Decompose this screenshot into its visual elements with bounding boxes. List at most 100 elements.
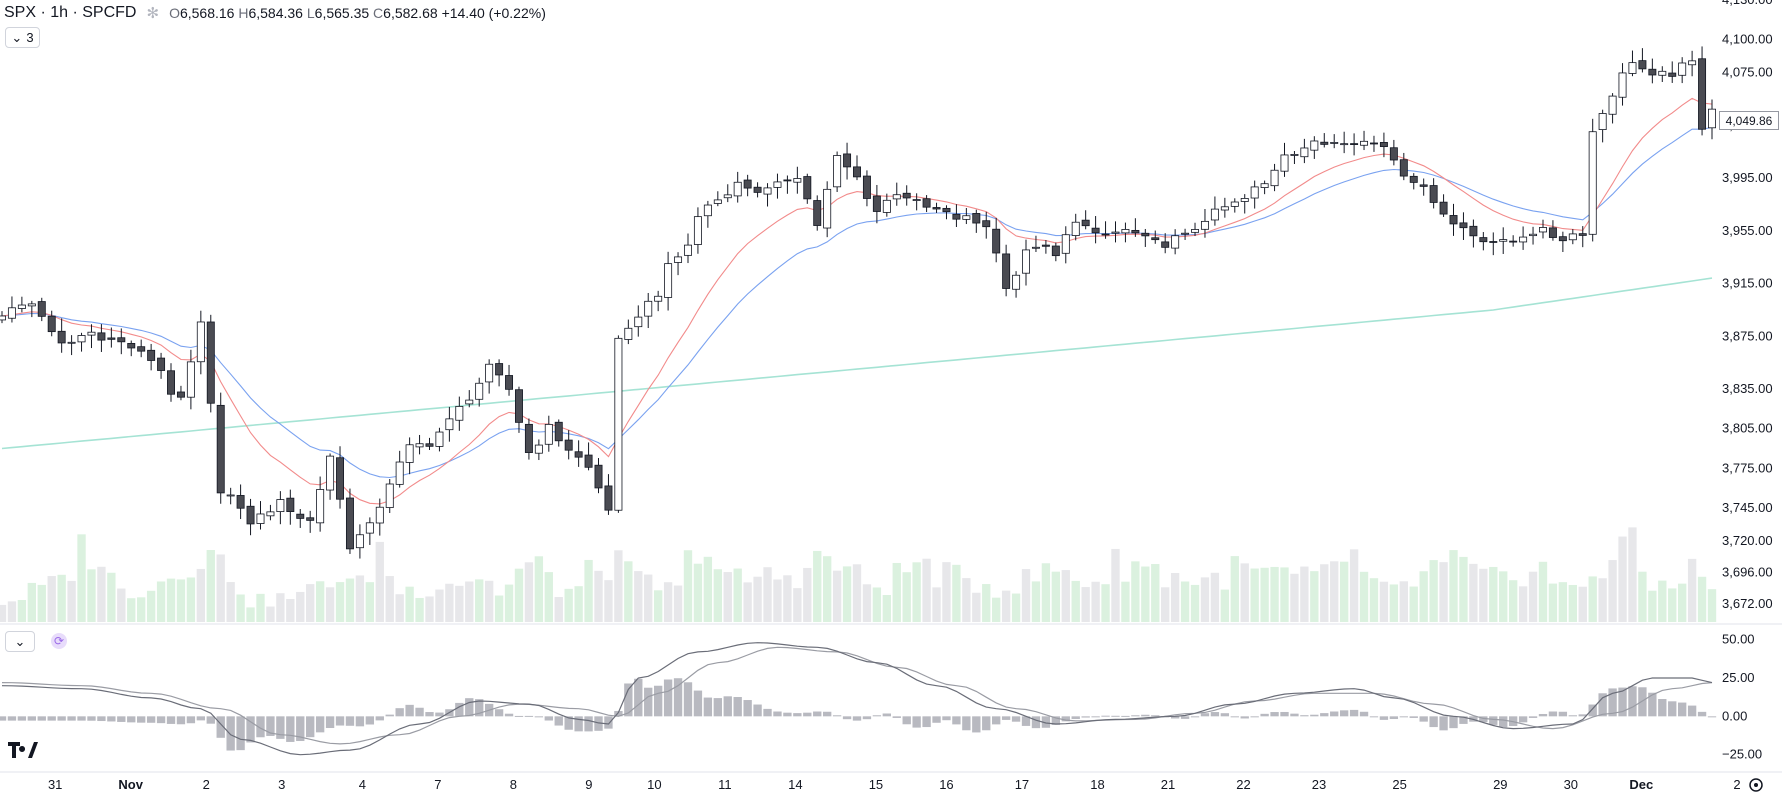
volume-bar — [494, 595, 504, 622]
volume-bar — [653, 590, 663, 622]
candle-body — [1181, 232, 1190, 235]
time-axis-label: 17 — [1015, 777, 1029, 792]
macd-histogram-bar — [733, 697, 742, 717]
candle-body — [693, 216, 702, 245]
volume-bar — [813, 550, 822, 622]
volume-bar — [1339, 561, 1349, 622]
candle-body — [534, 444, 543, 454]
candle-body — [753, 186, 762, 193]
macd-histogram-bar — [1648, 692, 1657, 717]
indicators-toggle-button[interactable]: ⌄ 3 — [5, 27, 40, 48]
macd-histogram-bar — [1001, 716, 1011, 720]
candle-body — [37, 301, 46, 317]
macd-histogram-bar — [922, 716, 931, 728]
price-axis-label: 3,745.00 — [1722, 500, 1773, 515]
macd-histogram-bar — [1598, 693, 1607, 717]
volume-bar — [1449, 550, 1458, 622]
macd-histogram-bar — [286, 716, 295, 742]
macd-histogram-bar — [524, 715, 534, 717]
low-label: L — [306, 5, 315, 21]
volume-bar — [992, 597, 1001, 622]
candle-body — [395, 461, 404, 485]
candle-body — [604, 485, 613, 511]
volume-bar — [206, 550, 215, 622]
volume-bar — [286, 598, 295, 622]
candle-body — [1519, 236, 1528, 243]
volume-bar — [97, 566, 106, 622]
volume-bar — [624, 561, 633, 622]
candle-body — [137, 346, 146, 352]
candle-body — [167, 370, 175, 395]
macd-histogram-bar — [216, 716, 225, 738]
candle-body — [87, 331, 96, 336]
candle-body — [1409, 175, 1418, 183]
macd-histogram-bar — [266, 716, 275, 736]
volume-bar — [146, 590, 156, 622]
candle-body — [336, 457, 345, 500]
candle-body — [57, 330, 66, 344]
volume-bar — [743, 582, 752, 622]
volume-bar — [1280, 567, 1289, 622]
candle-body — [0, 315, 6, 321]
macd-histogram-bar — [514, 715, 524, 717]
candle-body — [27, 303, 36, 307]
candle-body — [1399, 159, 1408, 177]
macd-histogram-bar — [146, 716, 156, 723]
candle-body — [206, 321, 215, 404]
volume-bar — [296, 591, 305, 622]
candle-body — [475, 382, 484, 400]
macd-histogram-bar — [435, 712, 444, 717]
macd-histogram-bar — [315, 716, 325, 733]
symbol-title[interactable]: SPX · 1h · SPCFD — [4, 4, 137, 21]
candle-body — [246, 505, 255, 525]
close-label: C — [373, 5, 384, 21]
macd-histogram-bar — [1399, 716, 1408, 718]
settings-gear-icon[interactable] — [1746, 775, 1766, 795]
volume-bar — [673, 585, 683, 622]
volume-bar — [534, 556, 544, 622]
macd-histogram-bar — [1260, 713, 1269, 717]
macd-histogram-bar — [634, 678, 643, 717]
macd-histogram-bar — [107, 716, 116, 722]
candle-body — [1499, 239, 1508, 242]
candle-body — [1300, 147, 1309, 158]
candle-body — [1240, 198, 1249, 202]
macd-histogram-bar — [47, 716, 56, 721]
macd-histogram-bar — [0, 716, 7, 721]
volume-bar — [504, 584, 514, 622]
macd-histogram-bar — [335, 716, 345, 726]
candle-body — [216, 404, 225, 494]
macd-histogram-bar — [1449, 716, 1458, 729]
tradingview-logo-icon[interactable] — [8, 742, 38, 763]
volume-bar — [1499, 571, 1508, 622]
volume-bar — [127, 598, 136, 622]
macd-histogram-bar — [1071, 716, 1080, 720]
candle-body — [1081, 219, 1090, 227]
refresh-icon[interactable]: ⟳ — [51, 633, 67, 649]
candle-body — [1012, 274, 1021, 290]
candle-body — [1171, 235, 1180, 249]
macd-histogram-bar — [713, 698, 722, 717]
candle-body — [67, 341, 76, 344]
volume-bar — [1707, 589, 1717, 622]
volume-bar — [693, 563, 703, 622]
macd-histogram-bar — [773, 711, 782, 717]
macd-histogram-bar — [475, 699, 484, 717]
candle-body — [1668, 72, 1677, 77]
macd-histogram-bar — [17, 716, 27, 721]
candle-body — [1628, 62, 1637, 74]
volume-bar — [822, 556, 832, 622]
macd-histogram-bar — [1021, 716, 1031, 726]
macd-histogram-bar — [683, 682, 693, 717]
pane-collapse-button[interactable]: ⌄ — [5, 631, 35, 652]
candle-body — [763, 187, 772, 195]
candle-body — [1290, 154, 1299, 156]
volume-bar — [1250, 568, 1259, 622]
macd-histogram-bar — [1409, 716, 1418, 718]
macd-histogram-bar — [137, 716, 146, 723]
macd-histogram-bar — [1439, 716, 1448, 731]
candle-body — [455, 406, 464, 421]
volume-bar — [1359, 571, 1369, 622]
macd-histogram-bar — [584, 716, 593, 732]
